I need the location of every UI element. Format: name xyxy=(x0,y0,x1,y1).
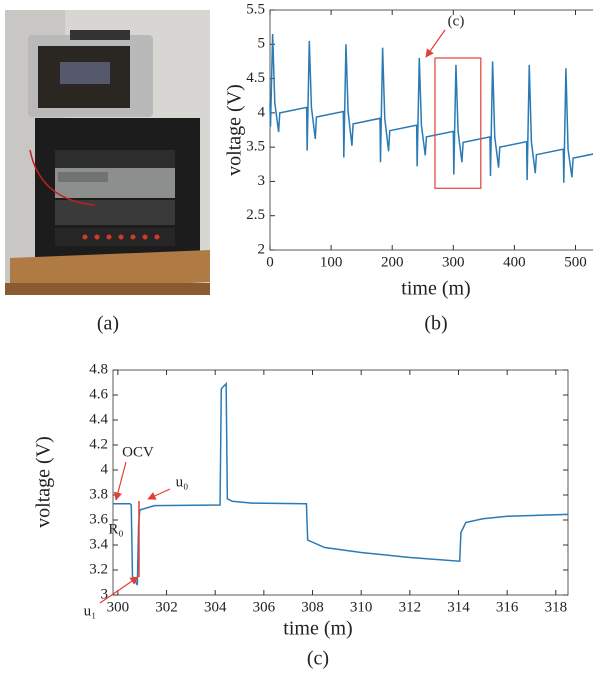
x-tick-label: 312 xyxy=(399,599,422,615)
y-tick-label: 5 xyxy=(258,36,266,52)
caption: (a) xyxy=(97,313,119,335)
plot-area xyxy=(269,9,593,251)
annotation: OCV xyxy=(122,444,154,460)
line xyxy=(269,33,593,183)
y-tick-label: 4.8 xyxy=(89,361,108,377)
x-tick-label: 310 xyxy=(350,599,373,615)
y-tick-label: 4.4 xyxy=(89,411,108,427)
y-tick-label: 3.8 xyxy=(89,486,108,502)
y-tick-label: 4 xyxy=(101,461,109,477)
y-tick-label: 4.6 xyxy=(89,386,108,402)
y-tick-label: 3.6 xyxy=(89,511,108,527)
annotation: R₀ xyxy=(108,521,123,537)
x-tick-label: 500 xyxy=(564,254,587,270)
x-axis-label: time (m) xyxy=(283,618,352,640)
arrow xyxy=(113,461,127,501)
y-tick-label: 2.5 xyxy=(246,207,265,223)
photo xyxy=(5,10,210,295)
x-tick-label: 300 xyxy=(107,599,130,615)
x-tick-label: 316 xyxy=(496,599,519,615)
y-tick-label: 3.5 xyxy=(246,139,265,155)
caption: (b) xyxy=(424,313,447,335)
y-tick-label: 3.2 xyxy=(89,561,108,577)
y-tick-label: 4.2 xyxy=(89,436,108,452)
x-tick-label: 400 xyxy=(503,254,526,270)
zoom-box xyxy=(434,57,482,189)
y-tick-label: 4.5 xyxy=(246,70,265,86)
x-tick-label: 300 xyxy=(442,254,465,270)
y-tick-label: 3 xyxy=(101,586,109,602)
y-tick-label: 4 xyxy=(258,104,266,120)
x-tick-label: 306 xyxy=(253,599,276,615)
y-tick-label: 5.5 xyxy=(246,1,265,17)
x-tick-label: 318 xyxy=(545,599,568,615)
y-axis-label: voltage (V) xyxy=(33,436,55,528)
annotation: u₁ xyxy=(84,603,97,619)
y-tick-label: 3 xyxy=(258,173,266,189)
annotation: u₀ xyxy=(176,474,189,490)
arrow xyxy=(425,29,446,58)
x-tick-label: 304 xyxy=(204,599,227,615)
x-tick-label: 308 xyxy=(301,599,324,615)
zoom-label: (c) xyxy=(448,13,465,29)
x-tick-label: 0 xyxy=(266,254,274,270)
y-tick-label: 2 xyxy=(258,241,266,257)
y-axis-label: voltage (V) xyxy=(224,84,246,176)
x-tick-label: 200 xyxy=(381,254,404,270)
x-tick-label: 302 xyxy=(155,599,178,615)
x-tick-label: 100 xyxy=(320,254,343,270)
plot-area xyxy=(112,369,569,596)
arrow xyxy=(147,488,171,500)
caption: (c) xyxy=(307,648,329,670)
x-tick-label: 314 xyxy=(447,599,470,615)
arrow xyxy=(99,576,139,604)
x-axis-label: time (m) xyxy=(401,278,470,300)
y-tick-label: 3.4 xyxy=(89,536,108,552)
